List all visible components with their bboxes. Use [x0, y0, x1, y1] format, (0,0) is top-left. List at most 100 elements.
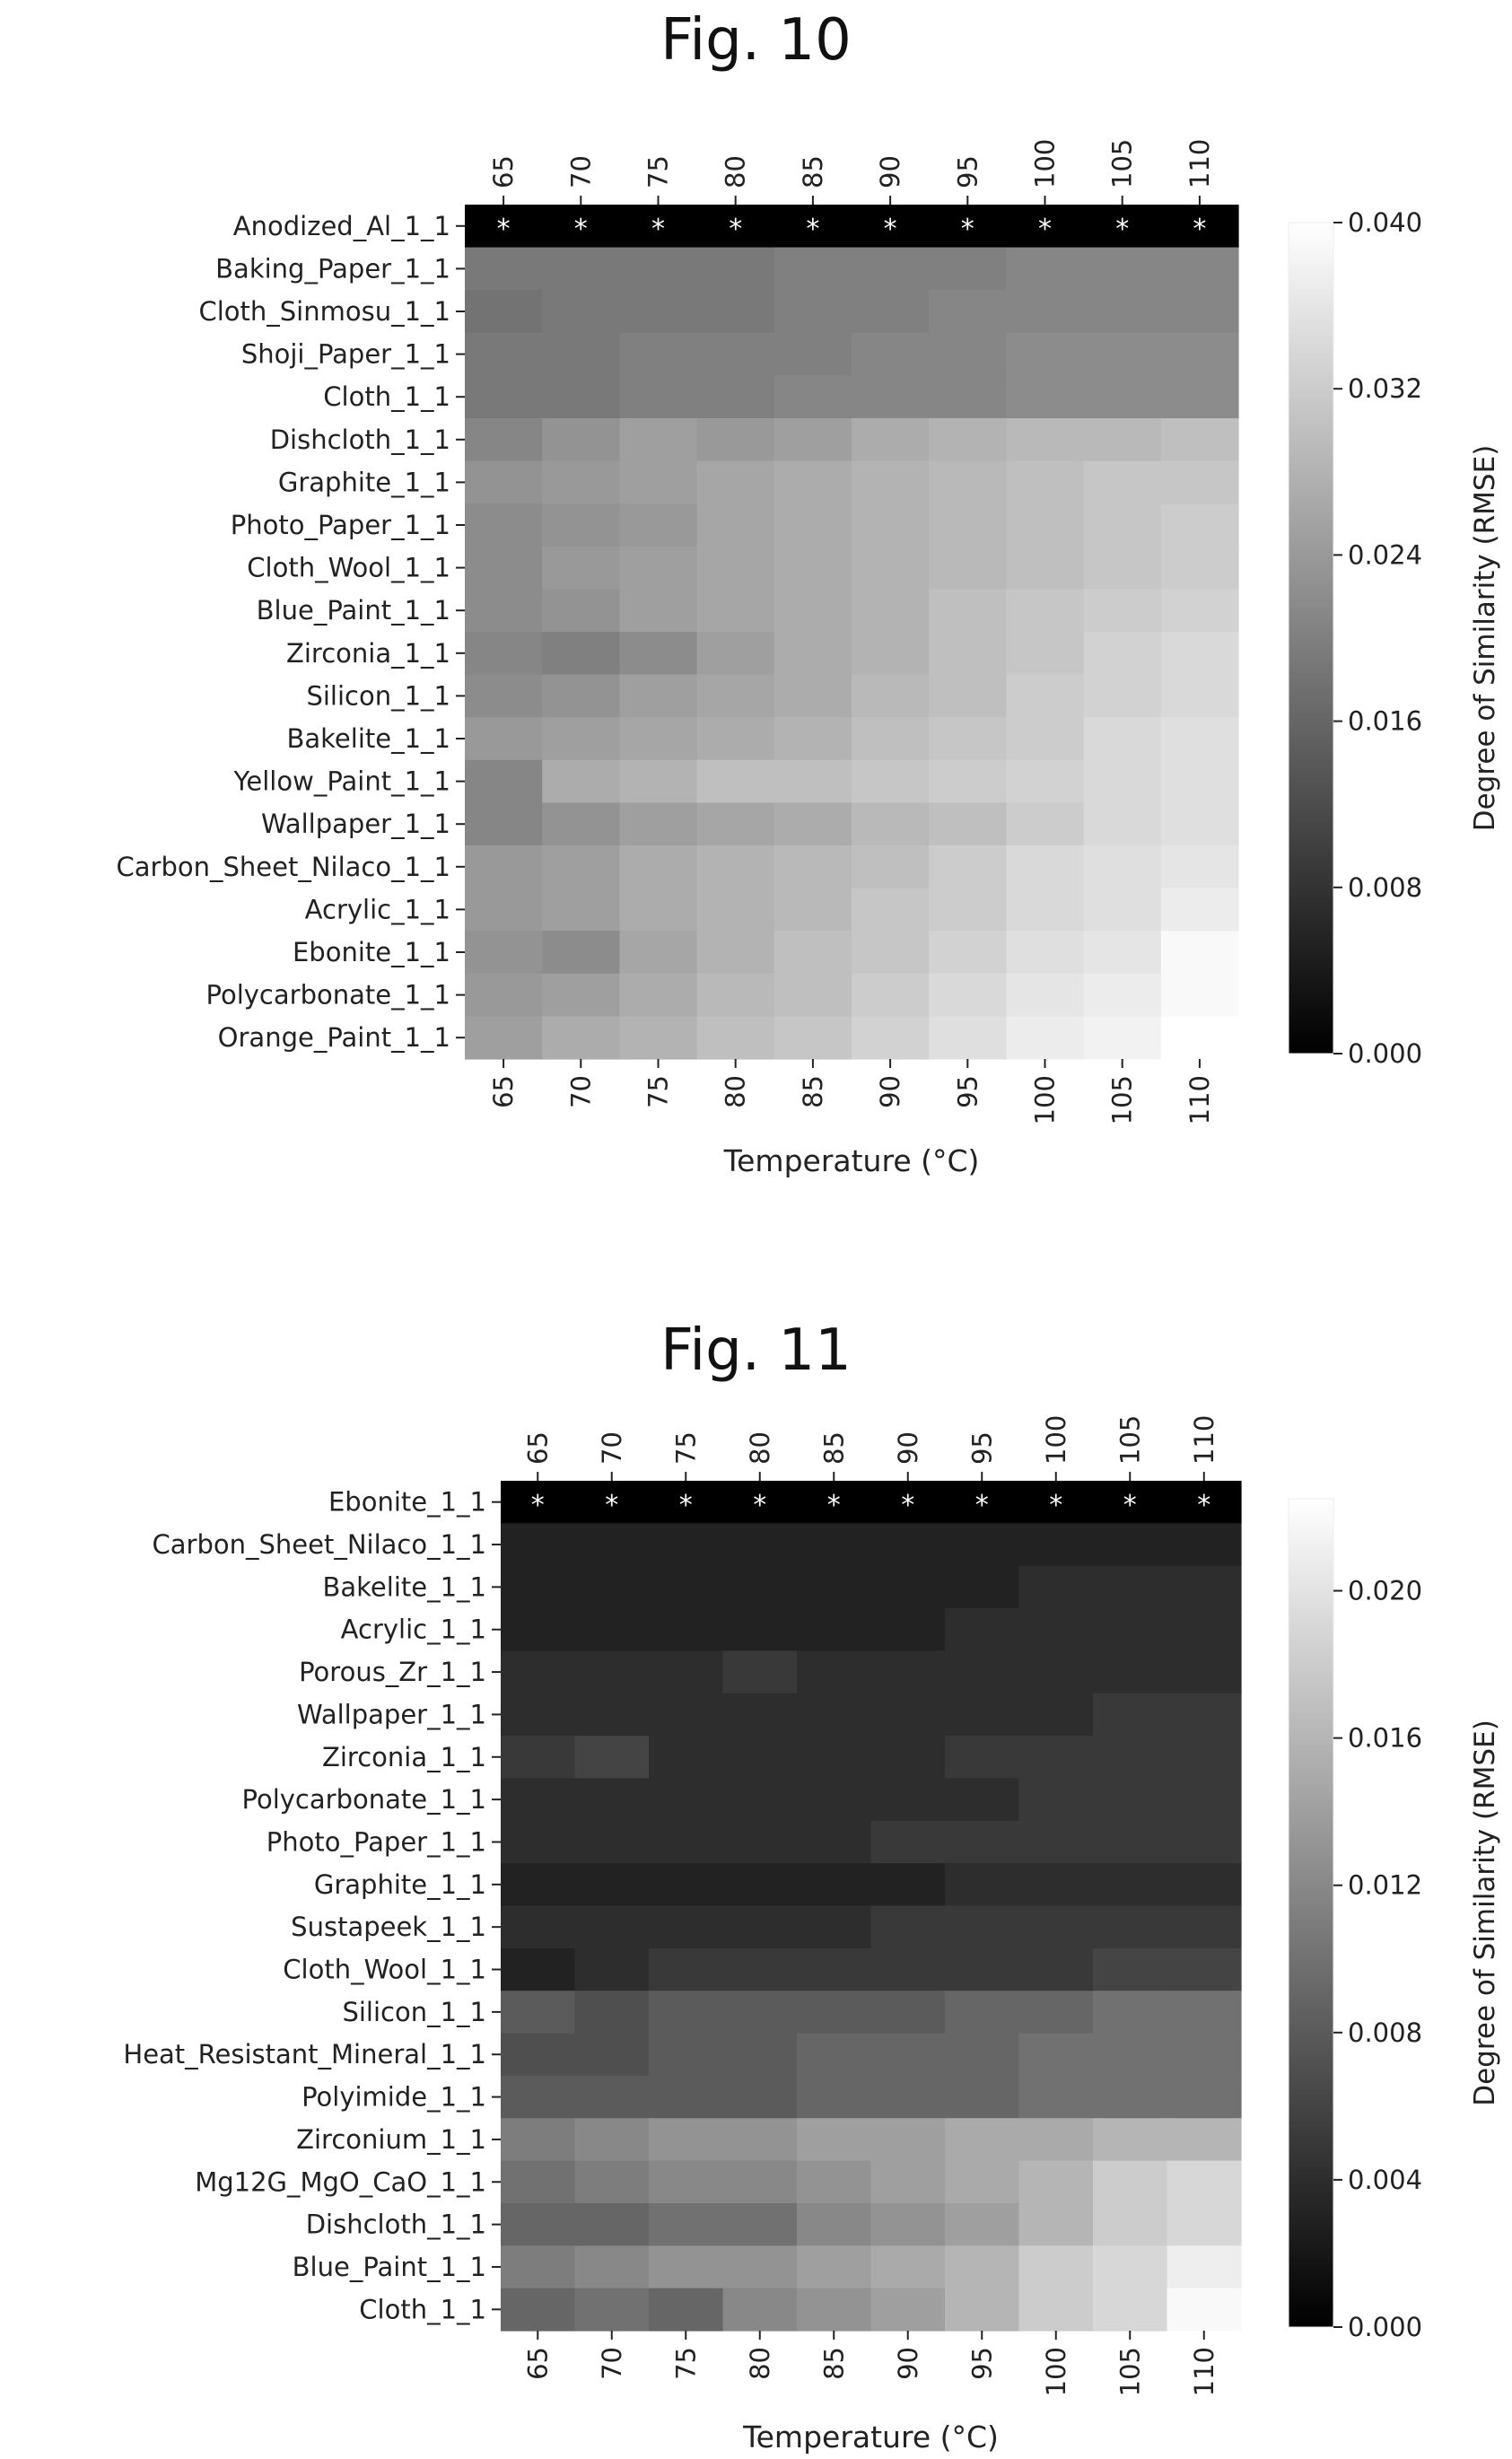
heatmap-cell — [465, 205, 543, 249]
row-label: Blue_Paint_1_1 — [257, 595, 450, 626]
heatmap-cell — [722, 1736, 798, 1780]
colorbar-tick-label: 0.000 — [1348, 2312, 1422, 2342]
row-label: Acrylic_1_1 — [305, 894, 450, 924]
heatmap-cell — [696, 717, 775, 761]
heatmap-cell — [1167, 1947, 1242, 1991]
heatmap-cell — [929, 247, 1007, 291]
heatmap-cell — [797, 1778, 872, 1822]
heatmap-cell — [773, 247, 852, 291]
heatmap-cell — [619, 717, 698, 761]
heatmap-cell — [696, 888, 775, 932]
heatmap-cell — [929, 802, 1007, 846]
heatmap-cell — [722, 2288, 798, 2332]
heatmap-cell — [1006, 418, 1085, 462]
heatmap-cell — [574, 1905, 650, 1949]
heatmap-cell — [797, 1608, 872, 1651]
row-label: Carbon_Sheet_Nilaco_1_1 — [153, 1529, 486, 1560]
row-label: Zirconia_1_1 — [286, 638, 450, 669]
heatmap-cell — [773, 503, 852, 547]
best-match-marker: * — [1193, 214, 1206, 245]
heatmap-cell — [722, 1947, 798, 1991]
heatmap-cell — [945, 1905, 1020, 1949]
heatmap-cell — [649, 1778, 724, 1822]
heatmap-cell — [1167, 1736, 1242, 1780]
heatmap-cell — [574, 2202, 650, 2246]
heatmap-cell — [1083, 375, 1162, 419]
heatmap-cell — [1018, 2033, 1094, 2077]
heatmap-cell — [1160, 290, 1239, 334]
heatmap-cell — [852, 802, 930, 846]
row-label: Yellow_Paint_1_1 — [233, 766, 450, 797]
heatmap-cell — [649, 2118, 724, 2162]
heatmap-cell — [852, 546, 930, 590]
heatmap-cell — [1083, 674, 1162, 718]
best-match-marker: * — [651, 214, 665, 245]
heatmap-cell — [929, 375, 1007, 419]
heatmap-cell — [773, 205, 852, 249]
heatmap-cell — [797, 2245, 872, 2289]
heatmap-cell — [1083, 546, 1162, 590]
heatmap-cell — [945, 2033, 1020, 2077]
heatmap-cell — [797, 1565, 872, 1609]
row-label: Cloth_Wool_1_1 — [247, 553, 450, 583]
heatmap-cell — [870, 1565, 946, 1609]
heatmap-cell — [1160, 247, 1239, 291]
heatmap-cell — [542, 931, 620, 975]
heatmap-cell — [696, 546, 775, 590]
heatmap-cell — [696, 1016, 775, 1060]
best-match-marker: * — [605, 1490, 618, 1521]
heatmap-cell — [542, 290, 620, 334]
heatmap-cell — [574, 1650, 650, 1694]
heatmap-cell — [1160, 589, 1239, 633]
heatmap-cell — [1006, 759, 1085, 803]
heatmap-cell — [1093, 1778, 1168, 1822]
heatmap-cell — [852, 503, 930, 547]
heatmap-cell — [1167, 1905, 1242, 1949]
colorbar-tick-label: 0.016 — [1348, 1723, 1422, 1754]
heatmap-cell — [1006, 589, 1085, 633]
best-match-marker: * — [806, 214, 819, 245]
heatmap-cell — [649, 2033, 724, 2077]
heatmap-cell — [1093, 1947, 1168, 1991]
column-label-top: 95 — [966, 1431, 997, 1465]
colorbar-tick-label: 0.008 — [1348, 2017, 1422, 2048]
column-label-bottom: 65 — [488, 1075, 519, 1108]
heatmap-cell — [870, 1608, 946, 1651]
heatmap-cell — [1167, 2075, 1242, 2119]
heatmap-cell — [501, 2075, 576, 2119]
heatmap-cell — [1167, 2160, 1242, 2204]
column-label-top: 85 — [798, 155, 828, 188]
heatmap-cell — [722, 2118, 798, 2162]
heatmap-cell — [870, 1736, 946, 1780]
column-label-bottom: 85 — [818, 2347, 849, 2380]
heatmap-cell — [1083, 332, 1162, 376]
heatmap-cell — [870, 1991, 946, 2035]
best-match-marker: * — [901, 1490, 914, 1521]
heatmap-cell — [852, 205, 930, 249]
heatmap-cell — [542, 375, 620, 419]
row-label: Ebonite_1_1 — [293, 937, 450, 967]
heatmap-cell — [945, 1778, 1020, 1822]
heatmap-cell — [501, 1947, 576, 1991]
heatmap-cell — [1093, 2033, 1168, 2077]
heatmap-cell — [722, 1481, 798, 1524]
heatmap-cell — [797, 2288, 872, 2332]
heatmap-cell — [929, 460, 1007, 504]
heatmap-cell — [1018, 1947, 1094, 1991]
heatmap-cell — [1083, 205, 1162, 249]
heatmap-cell — [1160, 931, 1239, 975]
heatmap-cell — [542, 632, 620, 676]
heatmap-cell — [574, 1820, 650, 1864]
heatmap-cell — [465, 674, 543, 718]
colorbar-tick-label: 0.016 — [1348, 706, 1422, 737]
row-label: Photo_Paper_1_1 — [231, 510, 450, 540]
heatmap-cell — [1083, 290, 1162, 334]
heatmap-cell — [1167, 2118, 1242, 2162]
heatmap-cell — [696, 375, 775, 419]
heatmap-cell — [1093, 1481, 1168, 1524]
heatmap-cell — [1006, 290, 1085, 334]
heatmap-cell — [1167, 1481, 1242, 1524]
heatmap-cell — [465, 546, 543, 590]
heatmap-cell — [1167, 1778, 1242, 1822]
heatmap-cell — [501, 1736, 576, 1780]
